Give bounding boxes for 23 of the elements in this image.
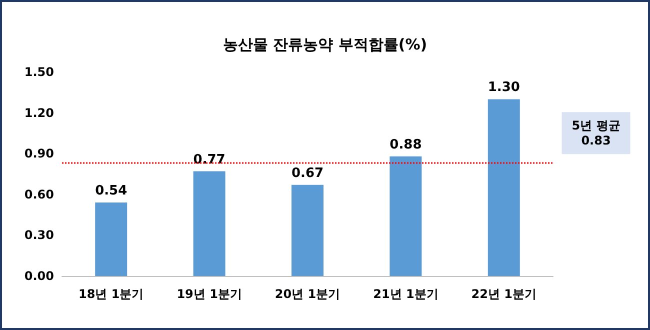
x-tick-label: 21년 1분기 bbox=[373, 287, 438, 301]
x-tick-label: 19년 1분기 bbox=[176, 287, 242, 301]
chart-title: 농산물 잔류농약 부적합률(%) bbox=[222, 36, 428, 54]
ref-line-label: 5년 평균 0.83 bbox=[572, 118, 620, 148]
data-label: 0.54 bbox=[95, 184, 128, 199]
x-tick-label: 20년 1분기 bbox=[274, 287, 340, 301]
bar bbox=[95, 202, 128, 276]
y-tick-label: 0.90 bbox=[24, 146, 54, 161]
y-tick-label: 1.20 bbox=[24, 106, 54, 120]
y-tick-label: 0.30 bbox=[24, 228, 54, 242]
data-label: 0.77 bbox=[193, 152, 226, 168]
y-tick-label: 1.50 bbox=[24, 65, 54, 79]
bar bbox=[390, 156, 422, 276]
y-tick-label: 0.60 bbox=[24, 187, 54, 202]
y-tick-label: 0.00 bbox=[24, 269, 54, 283]
data-label: 1.30 bbox=[488, 80, 520, 96]
bar bbox=[292, 184, 324, 276]
bar bbox=[193, 171, 226, 276]
x-tick-label: 18년 1분기 bbox=[78, 287, 144, 301]
data-label: 0.88 bbox=[390, 137, 422, 152]
bar bbox=[488, 99, 520, 276]
x-tick-label: 22년 1분기 bbox=[471, 287, 537, 301]
data-label: 0.67 bbox=[291, 166, 324, 181]
